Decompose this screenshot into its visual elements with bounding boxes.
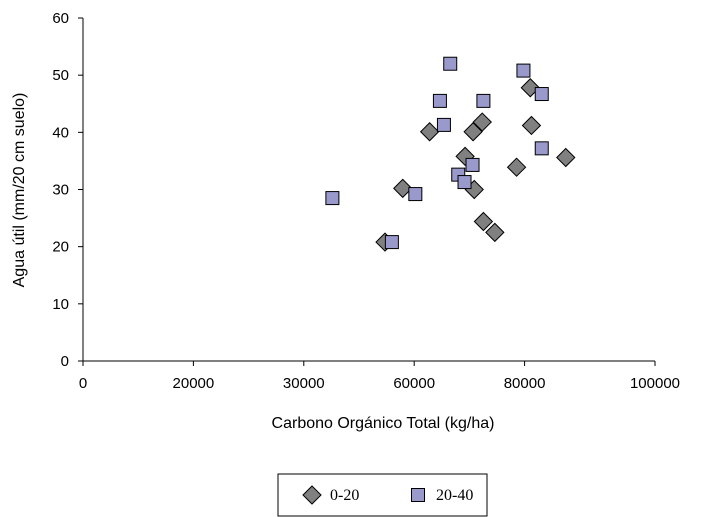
diamond-point <box>463 122 483 142</box>
diamond-point <box>419 122 440 142</box>
y-tick-label: 10 <box>52 296 69 313</box>
square-point <box>436 117 451 132</box>
x-tick-label: 60000 <box>393 375 435 392</box>
y-tick-label: 30 <box>52 182 69 199</box>
diamond-point <box>393 178 413 199</box>
square-point <box>325 191 340 206</box>
y-tick-label: 20 <box>52 239 69 256</box>
data-points <box>325 56 576 252</box>
legend-diamond-marker <box>302 485 322 505</box>
x-tick-label: 100000 <box>630 375 680 392</box>
square-point <box>534 87 549 102</box>
diamond-point <box>473 211 494 232</box>
y-tick-label: 0 <box>61 353 69 370</box>
axes <box>82 18 655 362</box>
diamond-point <box>506 157 527 177</box>
diamond-point <box>472 112 492 132</box>
diamond-point <box>485 222 505 243</box>
y-tick-label: 50 <box>52 67 69 84</box>
square-point <box>443 56 458 71</box>
x-axis-title: Carbono Orgánico Total (kg/ha) <box>272 415 495 432</box>
square-point <box>476 93 491 108</box>
square-point <box>516 63 531 78</box>
square-point <box>465 157 480 172</box>
legend-label: 0-20 <box>330 487 359 504</box>
diamond-point <box>556 147 576 168</box>
legend-square-marker <box>411 488 425 502</box>
x-tick-label: 20000 <box>173 375 215 392</box>
y-tick-label: 60 <box>52 10 69 27</box>
x-tick-label: 0 <box>79 375 87 392</box>
y-tick-label: 40 <box>52 124 69 141</box>
x-tick-label: 80000 <box>504 375 546 392</box>
diamond-point <box>521 115 542 136</box>
x-ticks: 0 20000 30000 60000 80000 100000 <box>79 361 680 392</box>
y-axis-title: Agua útil (mm/20 cm suelo) <box>11 93 28 288</box>
legend: 0-20 20-40 <box>277 473 488 517</box>
square-point <box>457 175 472 190</box>
y-ticks: 0 10 20 30 40 50 60 <box>52 10 83 370</box>
square-point <box>534 141 549 156</box>
x-tick-label: 30000 <box>283 375 325 392</box>
legend-label: 20-40 <box>436 487 473 504</box>
square-point <box>432 93 447 108</box>
square-point <box>408 187 423 202</box>
square-point <box>384 235 399 250</box>
